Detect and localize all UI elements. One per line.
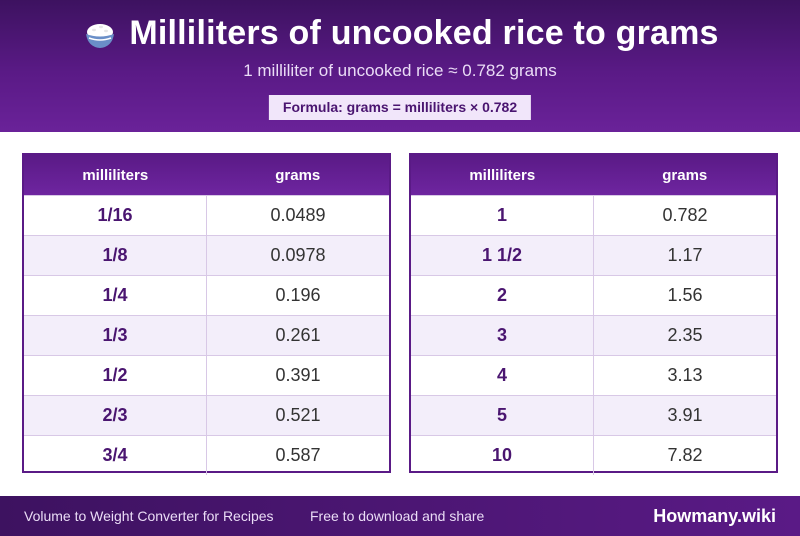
milliliters-cell: 1/4 [24, 276, 207, 315]
table-header: milliliters grams [24, 155, 389, 195]
table-row: 1/8 0.0978 [24, 235, 389, 275]
milliliters-cell: 10 [411, 436, 594, 475]
table-row: 4 3.13 [411, 355, 776, 395]
grams-cell: 0.391 [275, 365, 321, 385]
milliliters-cell: 1/16 [24, 196, 207, 235]
grams-cell: 3.91 [667, 405, 703, 425]
column-header-grams: grams [662, 166, 708, 184]
table-row: 5 3.91 [411, 395, 776, 435]
grams-cell: 1.17 [667, 245, 703, 265]
grams-cell: 3.13 [667, 365, 703, 385]
grams-cell: 7.82 [667, 445, 703, 465]
conversion-table-right: milliliters grams 1 0.782 1 1/2 1.17 2 1… [409, 153, 778, 475]
table-row: 3/4 0.587 [24, 435, 389, 475]
milliliters-cell: 4 [411, 356, 594, 395]
footer-share-label: Free to download and share [310, 508, 485, 524]
milliliters-cell: 1/2 [24, 356, 207, 395]
column-header-grams: grams [275, 166, 321, 184]
formula-badge: Formula: grams = milliliters × 0.782 [268, 95, 532, 120]
grams-cell: 0.587 [275, 445, 321, 465]
grams-cell: 0.521 [275, 405, 321, 425]
grams-cell: 2.35 [667, 325, 703, 345]
footer-converter-label: Volume to Weight Converter for Recipes [24, 508, 274, 524]
milliliters-cell: 3/4 [24, 436, 207, 475]
grams-cell: 1.56 [667, 285, 703, 305]
grams-cell: 0.261 [275, 325, 321, 345]
milliliters-cell: 1 [411, 196, 594, 235]
table-header: milliliters grams [411, 155, 776, 195]
grams-cell: 0.0978 [270, 245, 326, 265]
table-row: 2/3 0.521 [24, 395, 389, 435]
header-banner: Milliliters of uncooked rice to grams 1 … [0, 0, 800, 132]
milliliters-cell: 1 1/2 [411, 236, 594, 275]
table-row: 1/3 0.261 [24, 315, 389, 355]
footer-bar: Volume to Weight Converter for Recipes F… [0, 496, 800, 536]
grams-cell: 0.782 [662, 205, 708, 225]
milliliters-cell: 5 [411, 396, 594, 435]
milliliters-cell: 2/3 [24, 396, 207, 435]
milliliters-cell: 3 [411, 316, 594, 355]
column-header-milliliters: milliliters [469, 166, 536, 184]
grams-cell: 0.0489 [270, 205, 326, 225]
column-header-milliliters: milliliters [82, 166, 149, 184]
table-row: 2 1.56 [411, 275, 776, 315]
brand-logo-text[interactable]: Howmany.wiki [653, 505, 776, 526]
table-row: 1/2 0.391 [24, 355, 389, 395]
table-row: 1/16 0.0489 [24, 195, 389, 235]
table-row: 3 2.35 [411, 315, 776, 355]
grams-cell: 0.196 [275, 285, 321, 305]
table-row: 1 1/2 1.17 [411, 235, 776, 275]
milliliters-cell: 2 [411, 276, 594, 315]
table-row: 1 0.782 [411, 195, 776, 235]
milliliters-cell: 1/8 [24, 236, 207, 275]
table-row: 10 7.82 [411, 435, 776, 475]
conversion-table-left: milliliters grams 1/16 0.0489 1/8 0.0978… [22, 153, 391, 475]
milliliters-cell: 1/3 [24, 316, 207, 355]
table-row: 1/4 0.196 [24, 275, 389, 315]
page-subtitle: 1 milliliter of uncooked rice ≈ 0.782 gr… [243, 61, 557, 80]
title-row: Milliliters of uncooked rice to grams [0, 14, 800, 53]
rice-bowl-icon [81, 15, 119, 53]
page-title: Milliliters of uncooked rice to grams [129, 14, 719, 52]
